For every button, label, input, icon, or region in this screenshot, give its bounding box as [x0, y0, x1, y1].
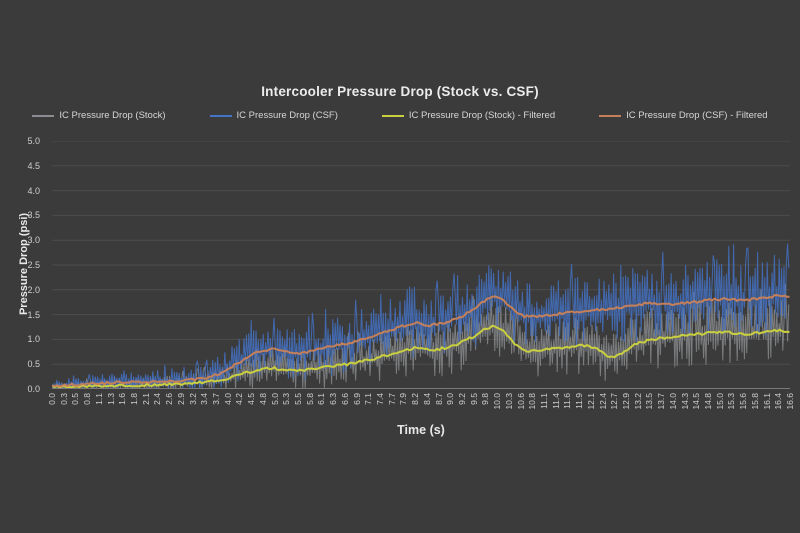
chart-title: Intercooler Pressure Drop (Stock vs. CSF…: [261, 84, 539, 99]
x-tick-label: 6.6: [339, 393, 350, 405]
x-tick-label: 6.9: [351, 393, 362, 405]
x-tick-label: 7.1: [363, 393, 374, 405]
y-tick-label: 3.5: [27, 210, 40, 221]
legend-line-swatch: [209, 114, 232, 117]
legend: IC Pressure Drop (Stock) IC Pressure Drop…: [0, 110, 800, 121]
x-tick-label: 5.8: [304, 393, 315, 405]
legend-label: IC Pressure Drop (CSF) - Filtered: [626, 110, 768, 121]
x-tick-label: 1.8: [129, 393, 139, 405]
x-tick-label: 14.3: [679, 393, 690, 410]
x-tick-label: 9.0: [445, 393, 456, 405]
x-tick-label: 0.0: [47, 393, 57, 405]
x-tick-label: 11.4: [550, 393, 561, 409]
x-tick-label: 13.2: [632, 393, 643, 410]
x-tick-label: 4.0: [222, 393, 233, 405]
x-tick-label: 14.0: [667, 393, 678, 410]
x-tick-label: 11.1: [539, 393, 549, 409]
x-tick-label: 8.7: [433, 393, 444, 405]
legend-label: IC Pressure Drop (CSF): [236, 110, 338, 121]
plot-svg: [51, 140, 790, 391]
series-path-ic-pressure-drop-stock-filtered: [51, 324, 790, 389]
x-tick-label: 14.8: [703, 393, 713, 410]
y-axis-tick-labels: 0.0 0.5 1.0 1.5 2.0 2.5 3.0 3.5 4.0 4.5 5.0: [0, 136, 46, 394]
legend-label: IC Pressure Drop (Stock): [59, 110, 166, 121]
x-tick-label: 14.5: [691, 393, 702, 410]
legend-item: IC Pressure Drop (Stock): [32, 110, 166, 121]
x-tick-label: 9.5: [468, 393, 479, 405]
x-tick-label: 12.4: [597, 393, 608, 410]
legend-item: IC Pressure Drop (CSF): [209, 110, 338, 121]
series-path-ic-pressure-drop-csf-filtered: [51, 294, 790, 388]
x-axis-tick-labels: 0.0 0.3 0.5 0.8 1.1 1.3 1.6 1.8 2.1 2.4 2.6 2.9 3.2 3…: [47, 392, 795, 422]
x-tick-label: 10.3: [503, 393, 514, 410]
x-tick-label: 1.6: [117, 393, 128, 405]
x-tick-label: 4.2: [234, 393, 245, 405]
x-tick-label: 4.8: [257, 393, 268, 405]
x-tick-label: 10.0: [492, 393, 503, 410]
x-tick-label: 10.6: [515, 393, 526, 410]
x-tick-label: 5.5: [293, 393, 303, 405]
x-tick-label: 7.9: [398, 393, 409, 405]
y-tick-label: 4.0: [27, 185, 40, 196]
x-tick-label: 15.3: [726, 393, 737, 410]
y-tick-label: 5.0: [27, 136, 40, 146]
y-tick-label: 4.5: [27, 160, 40, 171]
y-tick-label: 2.0: [27, 284, 40, 295]
legend-line-swatch: [32, 114, 55, 117]
x-tick-label: 5.3: [281, 393, 292, 405]
x-tick-label: 13.7: [656, 393, 667, 410]
x-tick-label: 9.8: [480, 393, 491, 405]
legend-label: IC Pressure Drop (Stock) - Filtered: [408, 110, 556, 121]
legend-item: IC Pressure Drop (CSF) - Filtered: [599, 110, 768, 121]
y-tick-label: 0.0: [27, 384, 40, 394]
x-tick-label: 8.2: [410, 393, 421, 405]
legend-item: IC Pressure Drop (Stock) - Filtered: [381, 110, 556, 121]
x-tick-label: 0.8: [82, 393, 93, 405]
series-path-ic-pressure-drop-csf: [51, 243, 790, 390]
x-tick-label: 3.2: [187, 393, 198, 405]
y-tick-label: 0.5: [27, 359, 40, 370]
x-tick-label: 6.3: [328, 393, 339, 405]
x-tick-label: 1.1: [93, 393, 104, 405]
x-tick-label: 13.5: [644, 393, 655, 410]
x-tick-label: 7.4: [375, 393, 385, 405]
x-tick-label: 9.2: [457, 393, 467, 405]
x-tick-label: 6.1: [316, 393, 327, 405]
x-tick-label: 2.6: [164, 393, 175, 405]
x-tick-label: 11.6: [562, 393, 573, 409]
y-tick-label: 2.5: [27, 260, 40, 270]
legend-line-swatch: [599, 114, 622, 117]
x-tick-label: 2.1: [140, 393, 151, 405]
y-tick-label: 1.0: [27, 334, 40, 345]
x-tick-label: 15.6: [738, 393, 749, 410]
x-tick-label: 15.8: [749, 393, 760, 410]
x-tick-label: 3.7: [211, 393, 221, 405]
y-tick-label: 1.5: [27, 309, 40, 320]
plot-area: [51, 140, 790, 391]
x-tick-label: 16.1: [761, 393, 772, 410]
x-tick-label: 8.4: [421, 393, 432, 405]
x-tick-label: 16.6: [785, 393, 795, 410]
x-tick-label: 2.4: [152, 393, 163, 405]
x-tick-label: 0.3: [58, 393, 69, 405]
x-tick-label: 11.9: [574, 393, 585, 409]
x-tick-label: 0.5: [70, 393, 81, 405]
x-axis-title: Time (s): [397, 423, 445, 437]
x-tick-label: 5.0: [269, 393, 280, 405]
x-tick-label: 16.4: [773, 393, 784, 410]
x-tick-label: 10.8: [527, 393, 538, 410]
x-tick-label: 12.7: [609, 393, 620, 410]
legend-line-swatch: [381, 114, 404, 117]
x-tick-label: 2.9: [175, 393, 186, 405]
x-tick-label: 7.7: [386, 393, 397, 405]
x-tick-label: 12.1: [585, 393, 596, 410]
y-tick-label: 3.0: [27, 235, 40, 246]
x-tick-label: 3.4: [199, 393, 210, 405]
x-tick-label: 1.3: [105, 393, 116, 405]
x-tick-label: 15.0: [714, 393, 725, 410]
x-tick-label: 4.5: [246, 393, 257, 405]
x-tick-label: 12.9: [621, 393, 631, 410]
